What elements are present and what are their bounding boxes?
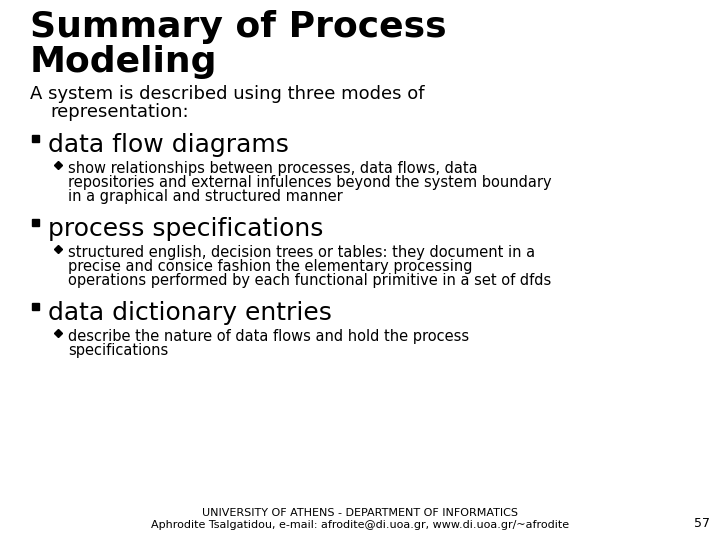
- Text: specifications: specifications: [68, 343, 168, 358]
- Text: precise and consice fashion the elementary processing: precise and consice fashion the elementa…: [68, 259, 472, 274]
- Text: repositories and external infulences beyond the system boundary: repositories and external infulences bey…: [68, 175, 552, 190]
- Text: describe the nature of data flows and hold the process: describe the nature of data flows and ho…: [68, 329, 469, 344]
- Text: data flow diagrams: data flow diagrams: [48, 133, 289, 157]
- Text: data dictionary entries: data dictionary entries: [48, 301, 332, 325]
- Text: process specifications: process specifications: [48, 217, 323, 241]
- Text: representation:: representation:: [50, 103, 189, 121]
- Text: in a graphical and structured manner: in a graphical and structured manner: [68, 189, 343, 204]
- Text: A system is described using three modes of: A system is described using three modes …: [30, 85, 425, 103]
- Text: UNIVERSITY OF ATHENS - DEPARTMENT OF INFORMATICS: UNIVERSITY OF ATHENS - DEPARTMENT OF INF…: [202, 508, 518, 518]
- Text: 57: 57: [694, 517, 710, 530]
- Text: Aphrodite Tsalgatidou, e-mail: afrodite@di.uoa.gr, www.di.uoa.gr/~afrodite: Aphrodite Tsalgatidou, e-mail: afrodite@…: [151, 520, 569, 530]
- Text: structured english, decision trees or tables: they document in a: structured english, decision trees or ta…: [68, 245, 535, 260]
- Bar: [32, 219, 39, 226]
- Bar: [32, 303, 39, 310]
- Text: Summary of Process: Summary of Process: [30, 10, 446, 44]
- Text: show relationships between processes, data flows, data: show relationships between processes, da…: [68, 161, 477, 176]
- Text: Modeling: Modeling: [30, 45, 217, 79]
- Text: operations performed by each functional primitive in a set of dfds: operations performed by each functional …: [68, 273, 552, 288]
- Bar: [32, 135, 39, 142]
